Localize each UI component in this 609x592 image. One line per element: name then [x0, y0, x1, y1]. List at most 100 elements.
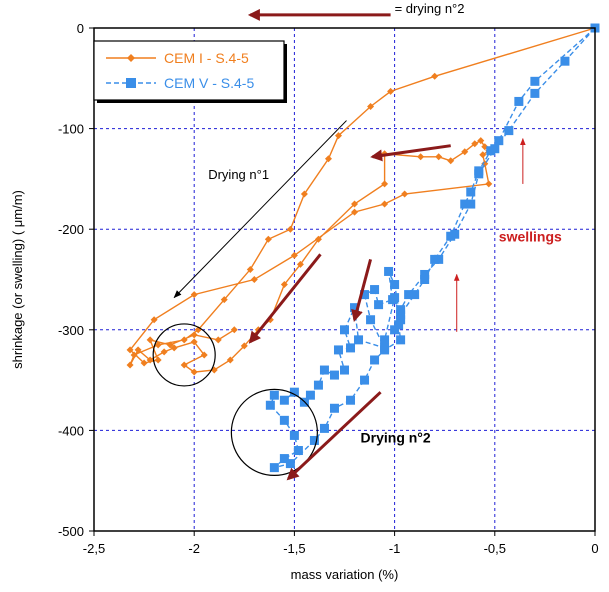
data-point	[134, 346, 142, 354]
data-point	[360, 290, 370, 300]
data-point	[490, 144, 500, 154]
data-point	[461, 148, 469, 156]
data-point	[370, 355, 380, 365]
data-point	[420, 275, 430, 284]
data-point	[180, 361, 188, 369]
plot-frame	[93, 27, 596, 532]
data-point	[314, 235, 322, 243]
data-point	[300, 190, 308, 198]
data-point	[220, 296, 228, 304]
data-point	[154, 356, 162, 364]
data-point	[329, 403, 339, 413]
data-point	[309, 435, 319, 445]
data-point	[319, 423, 329, 433]
y-tick-label: -100	[58, 122, 84, 137]
arrow	[173, 120, 347, 299]
data-point	[130, 351, 138, 359]
y-tick-label: -500	[58, 524, 84, 539]
data-point	[190, 338, 198, 346]
data-point	[180, 336, 188, 344]
data-point	[381, 200, 389, 208]
data-point	[346, 395, 356, 405]
data-point	[296, 260, 304, 268]
data-point	[146, 356, 154, 364]
data-point	[340, 365, 349, 375]
y-tick-label: -400	[58, 423, 84, 438]
data-point	[404, 290, 414, 300]
data-point	[279, 395, 289, 405]
data-point	[560, 56, 570, 66]
annotation-label: Drying n°1	[208, 167, 269, 182]
annotation-label: Drying n°2	[361, 429, 431, 445]
arrow	[286, 391, 382, 481]
data-point	[269, 390, 279, 400]
data-point	[450, 229, 460, 239]
data-point	[293, 446, 303, 456]
data-point	[360, 375, 370, 385]
data-point	[417, 153, 425, 161]
data-point	[530, 76, 540, 86]
data-point	[374, 300, 384, 310]
data-point	[351, 200, 359, 208]
data-point	[434, 254, 444, 264]
data-point	[279, 415, 289, 425]
data-point	[388, 295, 398, 305]
data-point	[466, 199, 476, 209]
data-point	[460, 199, 470, 209]
legend-label: CEM V - S.4-5	[164, 75, 254, 91]
x-tick-label: -1	[389, 541, 401, 556]
highlight-circle	[230, 388, 318, 477]
highlight-circle	[152, 323, 216, 387]
legend-box	[93, 40, 285, 101]
data-point	[265, 400, 275, 410]
data-point	[289, 387, 299, 397]
annotation-label: = drying n°2	[395, 1, 465, 16]
data-point	[401, 190, 409, 198]
data-point	[280, 281, 288, 289]
data-point	[170, 344, 178, 352]
data-point	[230, 326, 238, 334]
data-point	[381, 180, 389, 188]
data-point	[264, 235, 272, 243]
data-point	[160, 348, 168, 356]
data-point	[387, 87, 395, 95]
data-point	[166, 341, 174, 349]
data-point	[269, 463, 279, 473]
data-point	[394, 320, 404, 330]
data-point	[380, 335, 390, 345]
x-tick-label: -1,5	[283, 541, 305, 556]
arrow	[248, 253, 322, 344]
data-point	[366, 315, 376, 325]
y-tick-label: -300	[58, 323, 84, 338]
data-point	[431, 72, 439, 80]
annotations-layer: = drying n°2 Drying n°1 swellings Drying n°…	[152, 1, 562, 481]
arrow	[351, 258, 373, 323]
data-point	[370, 285, 380, 295]
data-point	[420, 269, 430, 279]
data-point	[504, 126, 514, 136]
legend: CEM I - S.4-5 CEM V - S.4-5	[93, 40, 287, 103]
legend-marker	[127, 54, 135, 62]
data-point	[250, 276, 258, 283]
data-point	[154, 341, 162, 349]
axes: -2,5 -2 -1,5 -1 -0,5 0 0 -100 -200 -300 -400 -500 ma…	[10, 21, 599, 582]
data-point	[246, 265, 254, 273]
x-tick-label: -0,5	[484, 541, 506, 556]
data-point	[477, 137, 485, 145]
data-point	[289, 430, 299, 440]
data-point	[285, 459, 295, 469]
data-point	[474, 169, 484, 179]
data-point	[410, 290, 420, 300]
data-point	[396, 335, 406, 345]
y-tick-label: -200	[58, 222, 84, 237]
data-point	[324, 155, 332, 163]
data-point	[514, 96, 524, 106]
data-point	[140, 359, 148, 367]
y-tick-label: 0	[77, 21, 84, 36]
data-point	[319, 365, 329, 375]
data-point	[447, 157, 455, 165]
data-point	[354, 335, 364, 345]
data-point	[126, 346, 134, 354]
data-point	[351, 208, 359, 216]
